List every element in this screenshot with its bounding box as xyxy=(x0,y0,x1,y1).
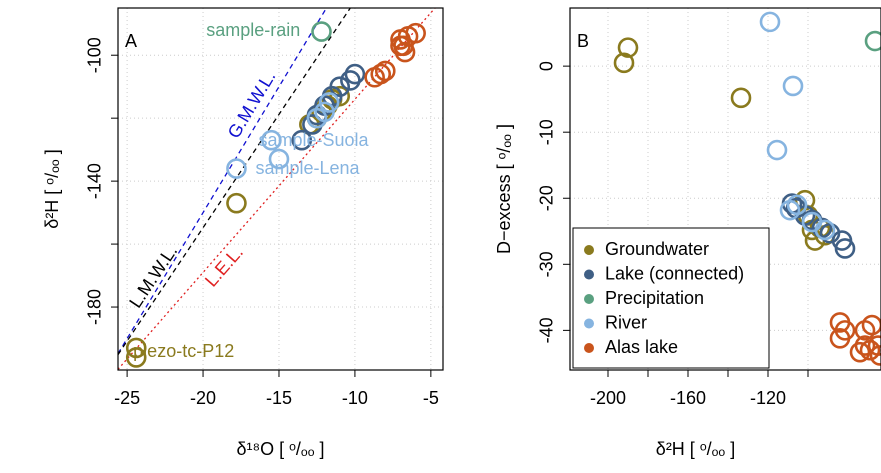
x-tick-label: -10 xyxy=(342,388,368,408)
x-tick-label: -15 xyxy=(266,388,292,408)
y-tick-label: -40 xyxy=(537,317,557,343)
point xyxy=(268,148,290,170)
y-tick-label: -10 xyxy=(537,119,557,145)
frame xyxy=(117,7,444,371)
legend-label: Alas lake xyxy=(605,337,678,357)
legend-swatch xyxy=(584,343,594,353)
y-axis-label: δ²H [ ᵒ/ₒₒ ] xyxy=(42,149,62,228)
point xyxy=(390,35,411,57)
point xyxy=(766,139,788,161)
point xyxy=(394,41,416,63)
point xyxy=(613,52,635,74)
legend-swatch xyxy=(584,269,594,280)
legend: Groundwater Lake (connected) Precipitation… xyxy=(572,227,770,369)
legend-box xyxy=(572,227,770,369)
point xyxy=(125,347,147,368)
point xyxy=(340,70,361,91)
point xyxy=(864,30,881,52)
point xyxy=(318,92,340,113)
x-tick-label: -20 xyxy=(190,388,216,408)
point xyxy=(867,335,881,356)
point xyxy=(849,341,871,363)
point xyxy=(311,21,332,42)
point xyxy=(782,75,804,97)
x-tick-label: -25 xyxy=(114,388,140,408)
x-axis-label: δ²H [ ᵒ/ₒₒ ] xyxy=(656,439,735,459)
point xyxy=(814,219,836,241)
y-tick-label: 0 xyxy=(537,61,557,71)
panel-label: A xyxy=(125,31,137,51)
y-axis-label: D−excess [ ᵒ/ₒₒ ] xyxy=(494,124,514,254)
point xyxy=(291,129,313,151)
plot-area: G.M.W.L.L.M.W.L. L.E.L.sample-rainsample-… xyxy=(118,8,443,370)
annotation: piezo-tc-P12 xyxy=(133,341,234,361)
frame xyxy=(569,7,881,371)
point xyxy=(226,158,247,179)
point xyxy=(834,320,856,341)
point xyxy=(226,192,247,214)
point xyxy=(861,314,881,336)
legend-label: River xyxy=(605,312,647,332)
legend-label: Precipitation xyxy=(605,288,704,308)
reference-line xyxy=(118,8,436,370)
point xyxy=(759,11,781,33)
legend-swatch xyxy=(584,294,594,304)
x-axis-label: δ¹⁸O [ ᵒ/ₒₒ ] xyxy=(237,439,325,459)
x-tick-label: -120 xyxy=(750,388,786,408)
point xyxy=(617,37,639,58)
legend-label: Groundwater xyxy=(605,239,709,259)
panel: G.M.W.L.L.M.W.L. L.E.L.sample-rainsample-… xyxy=(42,7,444,459)
y-tick-label: -180 xyxy=(85,289,105,325)
point xyxy=(344,63,366,85)
x-tick-label: -5 xyxy=(423,388,439,408)
x-tick-label: -160 xyxy=(670,388,706,408)
y-tick-label: -20 xyxy=(537,185,557,211)
point xyxy=(364,66,385,88)
point xyxy=(374,60,396,82)
annotation: sample-Suola xyxy=(258,130,369,150)
y-tick-label: -30 xyxy=(537,251,557,277)
y-tick-label: -140 xyxy=(85,163,105,199)
panel-label: B xyxy=(577,31,589,51)
x-tick-label: -200 xyxy=(590,388,626,408)
point xyxy=(306,107,328,129)
annotation: sample-Lena xyxy=(255,158,360,178)
point xyxy=(125,337,147,359)
legend-label: Lake (connected) xyxy=(605,263,744,283)
point xyxy=(869,345,881,366)
point xyxy=(261,129,282,151)
point xyxy=(302,114,323,135)
point xyxy=(329,85,351,107)
plot-area xyxy=(570,8,881,370)
reference-line xyxy=(118,8,352,356)
point xyxy=(834,238,856,259)
legend-swatch xyxy=(584,318,594,329)
annotation: sample-rain xyxy=(206,20,300,40)
point xyxy=(786,194,808,216)
legend-swatch xyxy=(584,245,594,255)
point xyxy=(730,87,752,109)
y-tick-label: -100 xyxy=(85,37,105,73)
